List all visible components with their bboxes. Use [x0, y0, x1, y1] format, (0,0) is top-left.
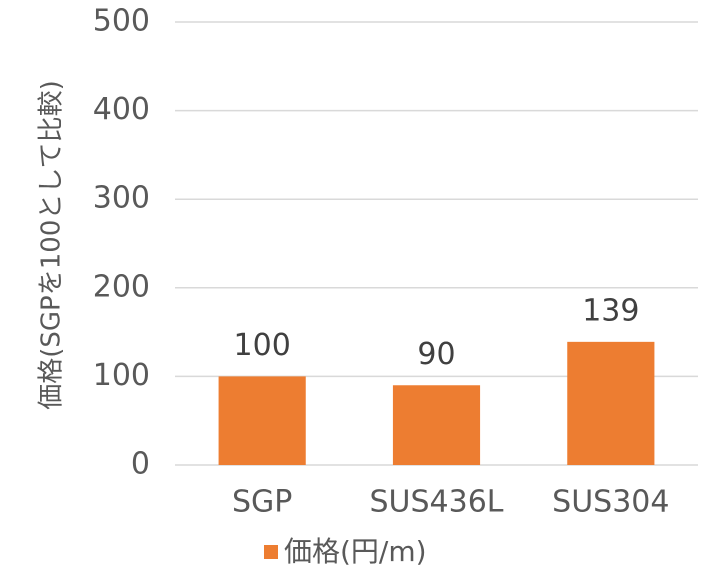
- y-tick-label: 100: [93, 358, 150, 393]
- data-label: 100: [234, 328, 291, 363]
- data-label: 139: [582, 293, 639, 328]
- y-tick-label: 500: [93, 4, 150, 39]
- x-tick-label: SGP: [232, 485, 292, 520]
- legend-label: 価格(円/m): [284, 535, 427, 568]
- x-tick-label: SUS436L: [369, 485, 503, 520]
- y-axis-title: 価格(SGPを100として比較): [37, 80, 67, 409]
- x-tick-label: SUS304: [552, 485, 669, 520]
- bar: [392, 385, 481, 465]
- y-tick-label: 0: [131, 447, 150, 482]
- legend-swatch: [264, 545, 278, 559]
- y-tick-label: 300: [93, 181, 150, 216]
- bar: [218, 376, 306, 465]
- bar: [567, 341, 655, 465]
- y-tick-label: 200: [93, 269, 150, 304]
- data-label: 90: [417, 337, 455, 372]
- y-tick-label: 400: [93, 92, 150, 127]
